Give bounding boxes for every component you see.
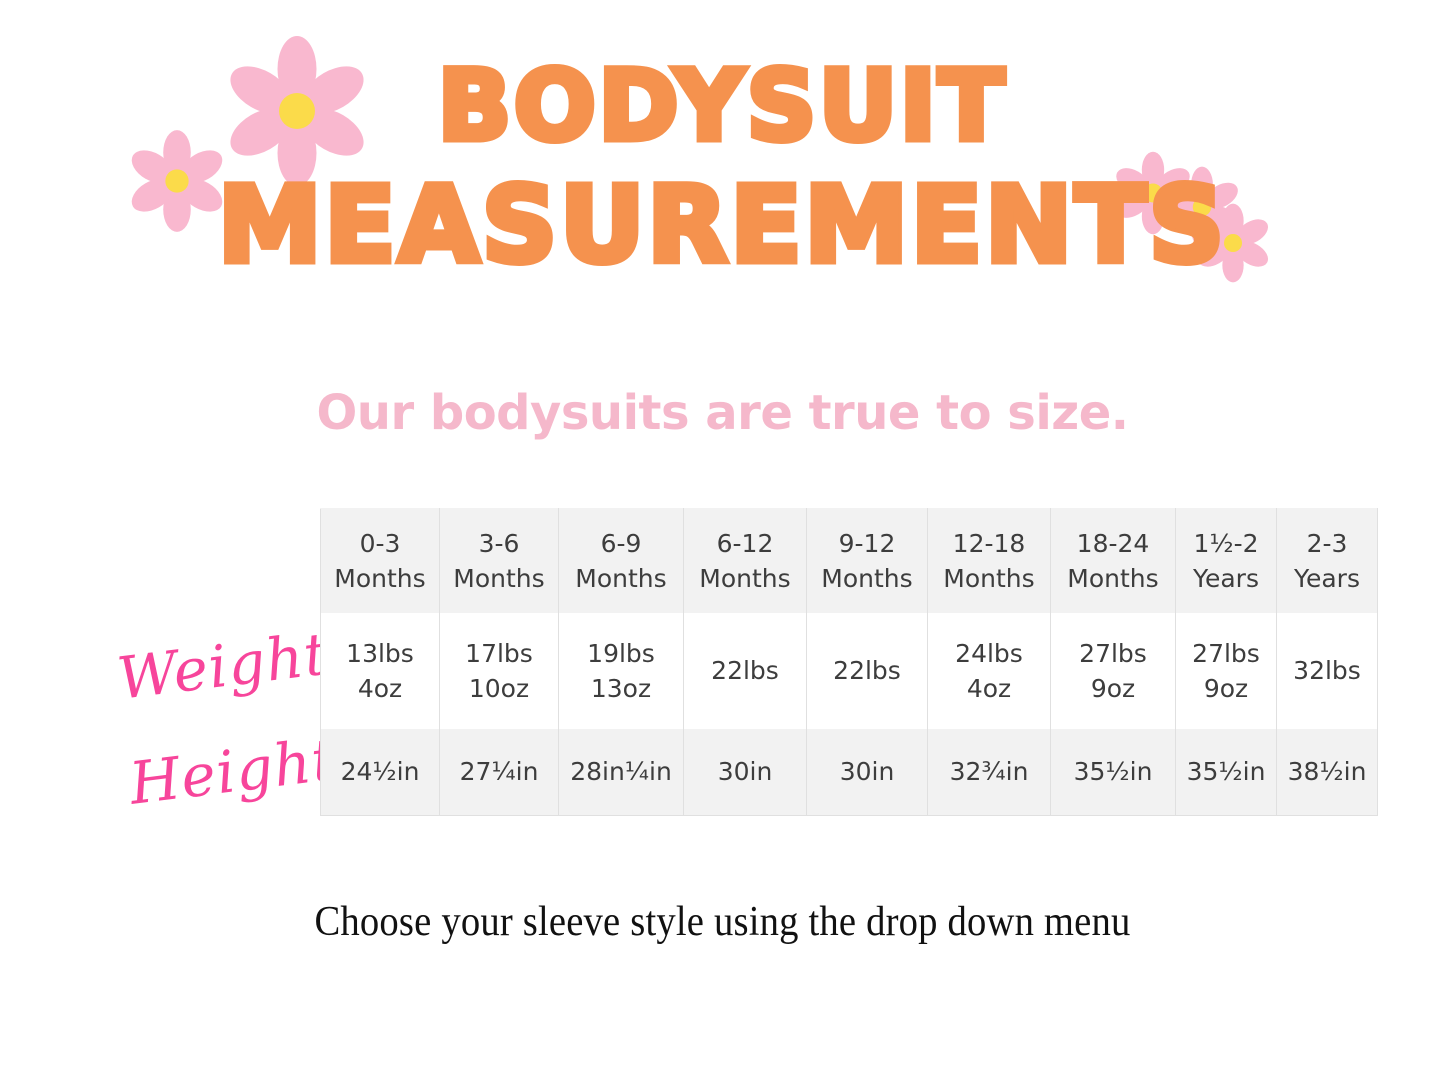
table-header-cell: 3-6 Months (439, 508, 559, 613)
weight-oz: 13oz (590, 674, 652, 703)
weight-cell: 19lbs 13oz (558, 613, 684, 729)
weight-oz: 4oz (357, 674, 403, 703)
table-header-cell: 6-9 Months (558, 508, 684, 613)
table-row-height: 24½in 27¼in 28in¼in 30in 30in 32¾in 35½i… (320, 729, 1378, 816)
table-row-weight: 13lbs 4oz 17lbs 10oz 19lbs 13oz 22lbs 22… (320, 613, 1378, 729)
header-age-unit: Years (1193, 564, 1259, 593)
weight-cell: 24lbs 4oz (927, 613, 1051, 729)
weight-lbs: 22lbs (711, 656, 779, 686)
header-age-range: 3-6 (478, 528, 520, 558)
weight-lbs: 24lbs (955, 638, 1023, 668)
flower-icon-small-left (124, 128, 230, 234)
header-age-range: 6-12 (716, 528, 774, 558)
weight-lbs: 13lbs (346, 638, 414, 668)
height-cell: 35½in (1050, 729, 1176, 816)
weight-cell: 22lbs (683, 613, 807, 729)
header-age-unit: Months (821, 564, 913, 593)
weight-lbs: 27lbs (1192, 638, 1260, 668)
flower-icon-right-bottom (1192, 202, 1274, 284)
height-cell: 27¼in (439, 729, 559, 816)
table-header-cell: 2-3 Years (1276, 508, 1378, 613)
weight-oz: 9oz (1203, 674, 1249, 703)
weight-cell: 17lbs 10oz (439, 613, 559, 729)
header-age-unit: Months (699, 564, 791, 593)
weight-cell: 22lbs (806, 613, 928, 729)
weight-lbs: 19lbs (587, 638, 655, 668)
flower-icon-large-left (222, 36, 372, 186)
header-age-range: 9-12 (838, 528, 896, 558)
header-age-range: 0-3 (359, 528, 401, 558)
weight-lbs: 27lbs (1079, 638, 1147, 668)
table-header-cell: 9-12 Months (806, 508, 928, 613)
height-cell: 32¾in (927, 729, 1051, 816)
header-age-range: 6-9 (600, 528, 642, 558)
subtitle-text: Our bodysuits are true to size. (316, 385, 1129, 441)
header-age-unit: Months (575, 564, 667, 593)
footer-instruction-text: Choose your sleeve style using the drop … (314, 899, 1131, 945)
header-age-unit: Months (453, 564, 545, 593)
height-cell: 28in¼in (558, 729, 684, 816)
table-header-cell: 0-3 Months (320, 508, 440, 613)
row-label-weight: Weight (113, 619, 333, 713)
weight-oz: 10oz (468, 674, 530, 703)
height-cell: 30in (683, 729, 807, 816)
weight-cell: 27lbs 9oz (1175, 613, 1277, 729)
header-age-range: 12-18 (952, 528, 1026, 558)
weight-oz: 4oz (966, 674, 1012, 703)
weight-lbs: 22lbs (833, 656, 901, 686)
header-age-range: 1½-2 (1193, 528, 1259, 558)
table-header-cell: 6-12 Months (683, 508, 807, 613)
height-cell: 35½in (1175, 729, 1277, 816)
header-age-unit: Months (334, 564, 426, 593)
weight-oz: 9oz (1090, 674, 1136, 703)
weight-cell: 32lbs (1276, 613, 1378, 729)
table-header-cell: 12-18 Months (927, 508, 1051, 613)
height-cell: 30in (806, 729, 928, 816)
table-header-row: 0-3 Months 3-6 Months 6-9 Months 6-12 Mo… (320, 508, 1378, 613)
weight-cell: 27lbs 9oz (1050, 613, 1176, 729)
header-age-range: 2-3 (1306, 528, 1348, 558)
weight-lbs: 17lbs (465, 638, 533, 668)
header-age-unit: Years (1294, 564, 1360, 593)
header-age-unit: Months (1067, 564, 1159, 593)
header-age-range: 18-24 (1076, 528, 1150, 558)
height-cell: 24½in (320, 729, 440, 816)
size-chart-table-wrapper: 0-3 Months 3-6 Months 6-9 Months 6-12 Mo… (320, 508, 1378, 816)
weight-lbs: 32lbs (1293, 656, 1361, 686)
row-label-height: Height (125, 724, 340, 818)
weight-cell: 13lbs 4oz (320, 613, 440, 729)
header-age-unit: Months (943, 564, 1035, 593)
size-chart-table: 0-3 Months 3-6 Months 6-9 Months 6-12 Mo… (320, 508, 1378, 816)
table-header-cell: 18-24 Months (1050, 508, 1176, 613)
height-cell: 38½in (1276, 729, 1378, 816)
table-header-cell: 1½-2 Years (1175, 508, 1277, 613)
